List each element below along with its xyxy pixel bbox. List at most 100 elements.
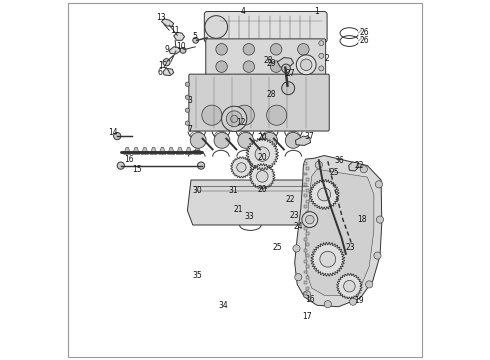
Text: 3: 3: [188, 96, 193, 105]
Text: 26: 26: [360, 36, 369, 45]
Circle shape: [243, 61, 255, 72]
Circle shape: [226, 111, 242, 127]
Text: 34: 34: [219, 302, 228, 310]
Text: 12: 12: [158, 61, 168, 70]
Circle shape: [114, 132, 121, 140]
Bar: [306, 167, 309, 170]
Circle shape: [262, 132, 277, 148]
Circle shape: [238, 132, 254, 148]
Polygon shape: [159, 147, 166, 154]
Circle shape: [293, 245, 300, 252]
Bar: [306, 265, 309, 268]
Bar: [306, 276, 309, 279]
Bar: [304, 292, 307, 295]
Circle shape: [305, 215, 314, 224]
Circle shape: [257, 171, 268, 182]
Text: 36: 36: [335, 156, 344, 165]
Bar: [304, 162, 307, 165]
Text: 29: 29: [266, 59, 276, 68]
Text: 28: 28: [266, 90, 276, 99]
Circle shape: [185, 121, 190, 125]
Polygon shape: [170, 47, 180, 54]
Circle shape: [185, 108, 190, 112]
Polygon shape: [337, 274, 362, 299]
Circle shape: [315, 161, 322, 168]
Circle shape: [282, 82, 294, 95]
Circle shape: [270, 44, 282, 55]
Circle shape: [216, 61, 227, 72]
Bar: [304, 249, 307, 252]
Bar: [304, 238, 307, 241]
Text: 37: 37: [304, 132, 314, 141]
Circle shape: [190, 132, 206, 148]
Circle shape: [302, 212, 318, 228]
Circle shape: [216, 44, 227, 55]
Bar: [304, 172, 307, 175]
Circle shape: [294, 274, 302, 281]
Circle shape: [234, 105, 254, 125]
Bar: [304, 184, 307, 186]
Bar: [304, 227, 307, 230]
Text: 22: 22: [285, 195, 295, 204]
FancyBboxPatch shape: [189, 74, 329, 131]
Circle shape: [214, 132, 230, 148]
Circle shape: [243, 44, 255, 55]
Circle shape: [180, 48, 186, 53]
Polygon shape: [311, 242, 345, 276]
Text: 2: 2: [325, 54, 329, 63]
Bar: [306, 233, 309, 235]
Text: 26: 26: [360, 28, 369, 37]
Polygon shape: [141, 147, 148, 154]
Text: 11: 11: [171, 26, 180, 35]
Bar: [304, 216, 307, 219]
Text: 19: 19: [355, 296, 364, 305]
Polygon shape: [132, 147, 140, 154]
Polygon shape: [174, 32, 185, 40]
Text: 6: 6: [158, 68, 163, 77]
Polygon shape: [309, 179, 339, 210]
Text: 30: 30: [193, 186, 202, 195]
Circle shape: [349, 298, 357, 305]
Text: 25: 25: [329, 168, 339, 177]
FancyBboxPatch shape: [204, 12, 327, 42]
Text: 22: 22: [355, 161, 364, 170]
Text: 10: 10: [176, 42, 186, 51]
Text: 28: 28: [264, 56, 273, 65]
Bar: [304, 282, 307, 284]
Text: 20: 20: [257, 133, 267, 142]
Circle shape: [285, 132, 301, 148]
Circle shape: [297, 44, 309, 55]
Text: 25: 25: [272, 243, 282, 252]
Polygon shape: [176, 147, 184, 154]
Circle shape: [375, 181, 383, 188]
Text: 21: 21: [233, 205, 243, 214]
Circle shape: [255, 147, 270, 161]
Text: 23: 23: [290, 211, 299, 220]
Circle shape: [237, 163, 246, 172]
Circle shape: [205, 16, 227, 39]
Circle shape: [163, 59, 170, 66]
Text: 20: 20: [257, 153, 267, 162]
Circle shape: [374, 252, 381, 259]
Circle shape: [297, 61, 309, 72]
Polygon shape: [277, 58, 294, 68]
Circle shape: [360, 166, 368, 173]
Text: 23: 23: [345, 243, 355, 252]
Polygon shape: [295, 136, 311, 145]
Polygon shape: [123, 147, 131, 154]
Circle shape: [318, 188, 331, 201]
Polygon shape: [187, 180, 314, 225]
Bar: [304, 205, 307, 208]
Circle shape: [319, 66, 324, 71]
Bar: [306, 211, 309, 213]
Circle shape: [221, 106, 247, 131]
Circle shape: [324, 301, 331, 308]
Bar: [306, 189, 309, 192]
Circle shape: [282, 64, 291, 73]
Circle shape: [319, 53, 324, 58]
Text: 5: 5: [192, 32, 197, 41]
Circle shape: [376, 216, 384, 223]
Text: 12: 12: [237, 118, 246, 127]
Text: 24: 24: [294, 222, 303, 231]
Text: 14: 14: [108, 128, 117, 137]
